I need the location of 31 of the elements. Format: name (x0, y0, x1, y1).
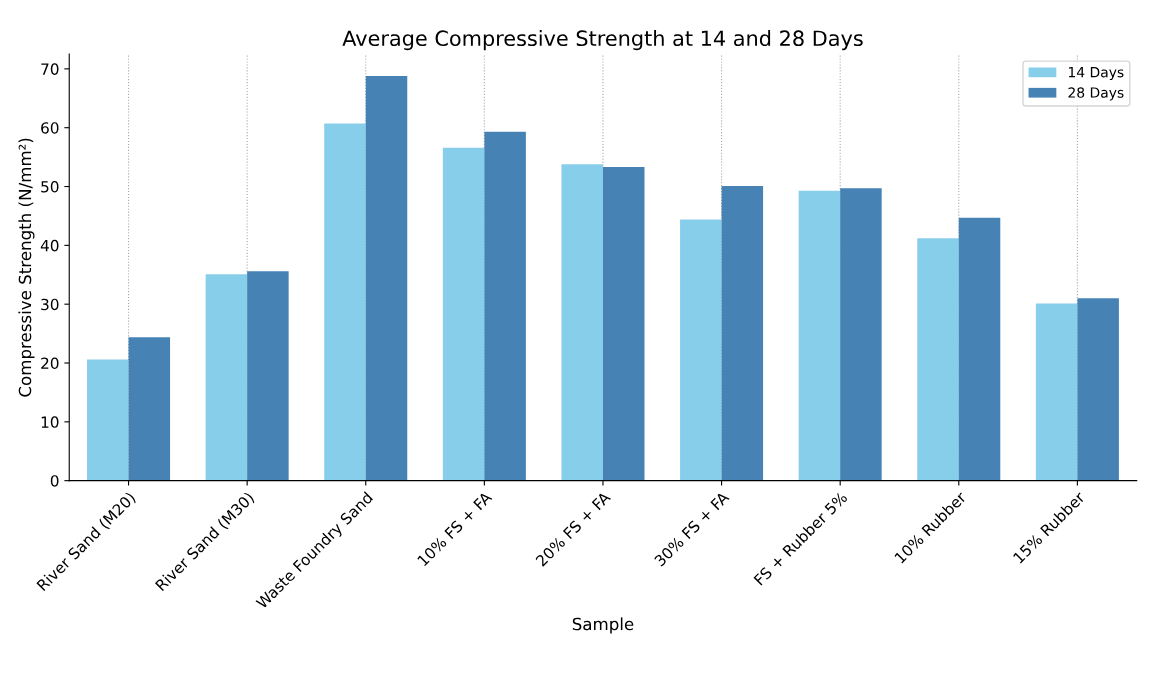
bar (798, 190, 841, 481)
bar (128, 337, 171, 481)
y-tick-label: 50 (41, 180, 59, 193)
bar (324, 123, 366, 481)
bar (1077, 298, 1119, 481)
bar (87, 359, 129, 481)
x-axis-title: Sample (572, 617, 634, 634)
bar (247, 271, 289, 481)
bar (680, 219, 722, 481)
bar (561, 164, 603, 481)
bar (442, 147, 485, 481)
y-axis-title: Compressive Strength (N/mm²) (18, 138, 35, 397)
legend-label: 14 Days (1068, 67, 1124, 81)
y-tick-label: 0 (50, 475, 59, 487)
bar (484, 131, 526, 481)
bar (958, 217, 1001, 481)
y-tick-label: 70 (41, 63, 59, 75)
bar (917, 238, 959, 481)
bar (365, 75, 408, 481)
chart-title: Average Compressive Strength at 14 and 28 Days (342, 30, 863, 51)
legend-label: 28 Days (1068, 87, 1124, 101)
bar (1035, 303, 1078, 481)
y-tick-label: 40 (40, 239, 59, 252)
bar (602, 167, 645, 481)
y-tick-label: 10 (41, 416, 59, 428)
y-tick-label: 30 (41, 298, 59, 311)
bar (205, 274, 248, 481)
bar (840, 188, 882, 481)
bar (721, 185, 764, 481)
y-tick-label: 60 (41, 122, 59, 134)
y-tick-label: 20 (41, 357, 59, 370)
